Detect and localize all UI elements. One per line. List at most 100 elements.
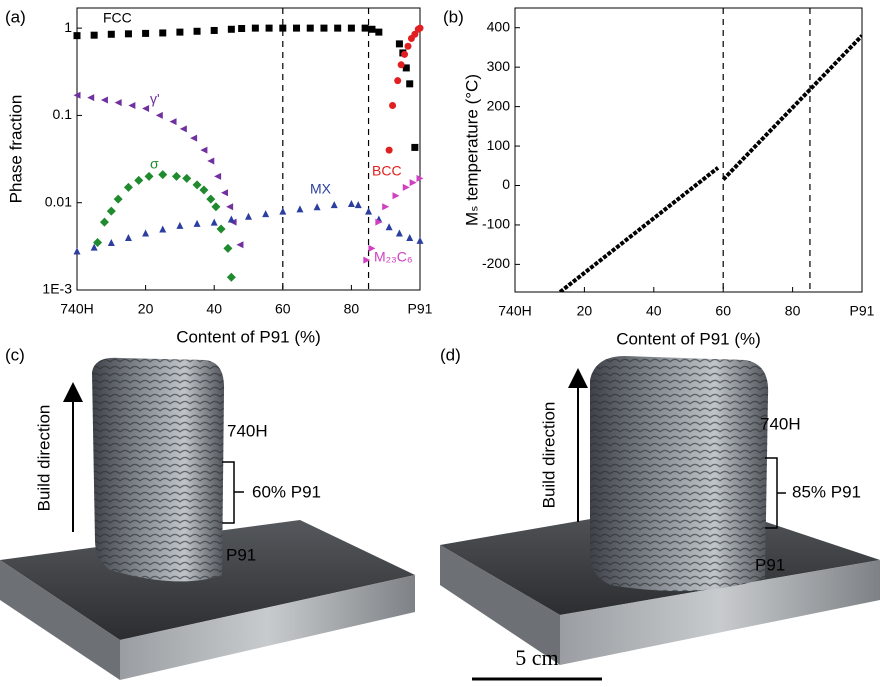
marker	[396, 40, 403, 47]
marker	[101, 97, 108, 104]
marker	[194, 28, 201, 35]
label-top: 740H	[760, 414, 801, 433]
label-middle: 85% P91	[792, 482, 861, 501]
panel-label: (d)	[440, 345, 461, 364]
build-direction: Build direction	[34, 405, 53, 512]
y-axis-label: Phase fraction	[6, 95, 25, 204]
marker	[334, 25, 341, 32]
marker	[226, 203, 233, 210]
marker	[199, 185, 208, 194]
x-tick-label: 740H	[498, 303, 531, 319]
marker	[279, 25, 286, 32]
marker	[236, 241, 243, 248]
marker	[200, 147, 207, 154]
marker	[406, 80, 413, 87]
series-label: γ'	[150, 91, 160, 107]
marker	[375, 29, 382, 36]
y-tick-label: 300	[487, 58, 511, 74]
marker	[182, 174, 191, 183]
marker	[404, 43, 411, 50]
marker	[382, 203, 389, 210]
marker	[227, 273, 236, 282]
marker	[406, 234, 413, 241]
x-tick-label: 20	[577, 303, 593, 319]
y-tick-label: 1E-3	[42, 281, 72, 297]
marker	[87, 94, 94, 101]
marker	[228, 216, 235, 223]
marker	[262, 210, 269, 217]
x-tick-label: 60	[715, 303, 731, 319]
label-top: 740H	[227, 421, 268, 440]
marker	[100, 218, 109, 227]
marker	[314, 203, 321, 210]
marker	[398, 61, 405, 68]
y-tick-label: 0.01	[45, 193, 72, 209]
marker	[296, 205, 303, 212]
figure: Build direction 740H 60% P91 P91 (c) Bui…	[0, 0, 884, 687]
x-tick-label: P91	[408, 301, 433, 317]
marker	[252, 25, 259, 32]
marker	[176, 29, 183, 36]
marker	[365, 208, 372, 215]
marker	[221, 189, 228, 196]
marker	[394, 77, 401, 84]
marker	[194, 220, 201, 227]
marker	[124, 183, 133, 192]
marker	[417, 237, 424, 244]
marker	[125, 234, 132, 241]
marker	[142, 30, 149, 37]
marker	[107, 207, 116, 216]
series-label: σ	[150, 156, 159, 172]
y-tick-label: 1	[64, 19, 72, 35]
marker	[128, 102, 135, 109]
marker	[156, 112, 163, 119]
x-tick-label: 80	[344, 301, 360, 317]
marker	[348, 25, 355, 32]
y-tick-label: -200	[482, 255, 510, 271]
marker	[401, 51, 408, 58]
build-direction: Build direction	[539, 402, 558, 509]
marker	[172, 172, 181, 181]
marker	[193, 180, 202, 189]
marker	[223, 244, 232, 253]
marker	[348, 200, 355, 207]
marker	[396, 229, 403, 236]
marker	[176, 222, 183, 229]
x-tick-label: 740H	[60, 301, 93, 317]
series-label: M₂₃C₆	[374, 249, 413, 265]
marker	[392, 192, 399, 199]
marker	[145, 172, 154, 181]
x-tick-label: 20	[138, 301, 154, 317]
label-bottom: P91	[755, 555, 785, 574]
panel-label: (b)	[443, 7, 464, 26]
deposit-texture	[590, 356, 768, 591]
marker	[331, 201, 338, 208]
marker	[279, 208, 286, 215]
deposit-texture	[92, 358, 224, 582]
marker	[142, 105, 149, 112]
marker	[389, 102, 396, 109]
y-tick-label: 0.1	[53, 106, 73, 122]
marker	[411, 144, 418, 151]
marker	[211, 27, 218, 34]
marker	[320, 25, 327, 32]
x-tick-label: P91	[850, 303, 875, 319]
marker	[206, 195, 215, 204]
marker	[159, 225, 166, 232]
marker	[410, 179, 417, 186]
x-tick-label: 80	[785, 303, 801, 319]
marker	[307, 25, 314, 32]
marker	[134, 176, 143, 185]
label-middle: 60% P91	[252, 482, 321, 501]
plot-frame	[515, 8, 862, 292]
panel-label: (c)	[5, 345, 25, 364]
y-tick-label: 100	[487, 137, 511, 153]
y-tick-label: 0	[502, 176, 510, 192]
label-bottom: P91	[226, 545, 256, 564]
x-tick-label: 40	[206, 301, 222, 317]
marker	[217, 224, 226, 233]
marker	[211, 202, 220, 211]
marker	[245, 213, 252, 220]
marker	[108, 31, 115, 38]
marker	[158, 170, 167, 179]
